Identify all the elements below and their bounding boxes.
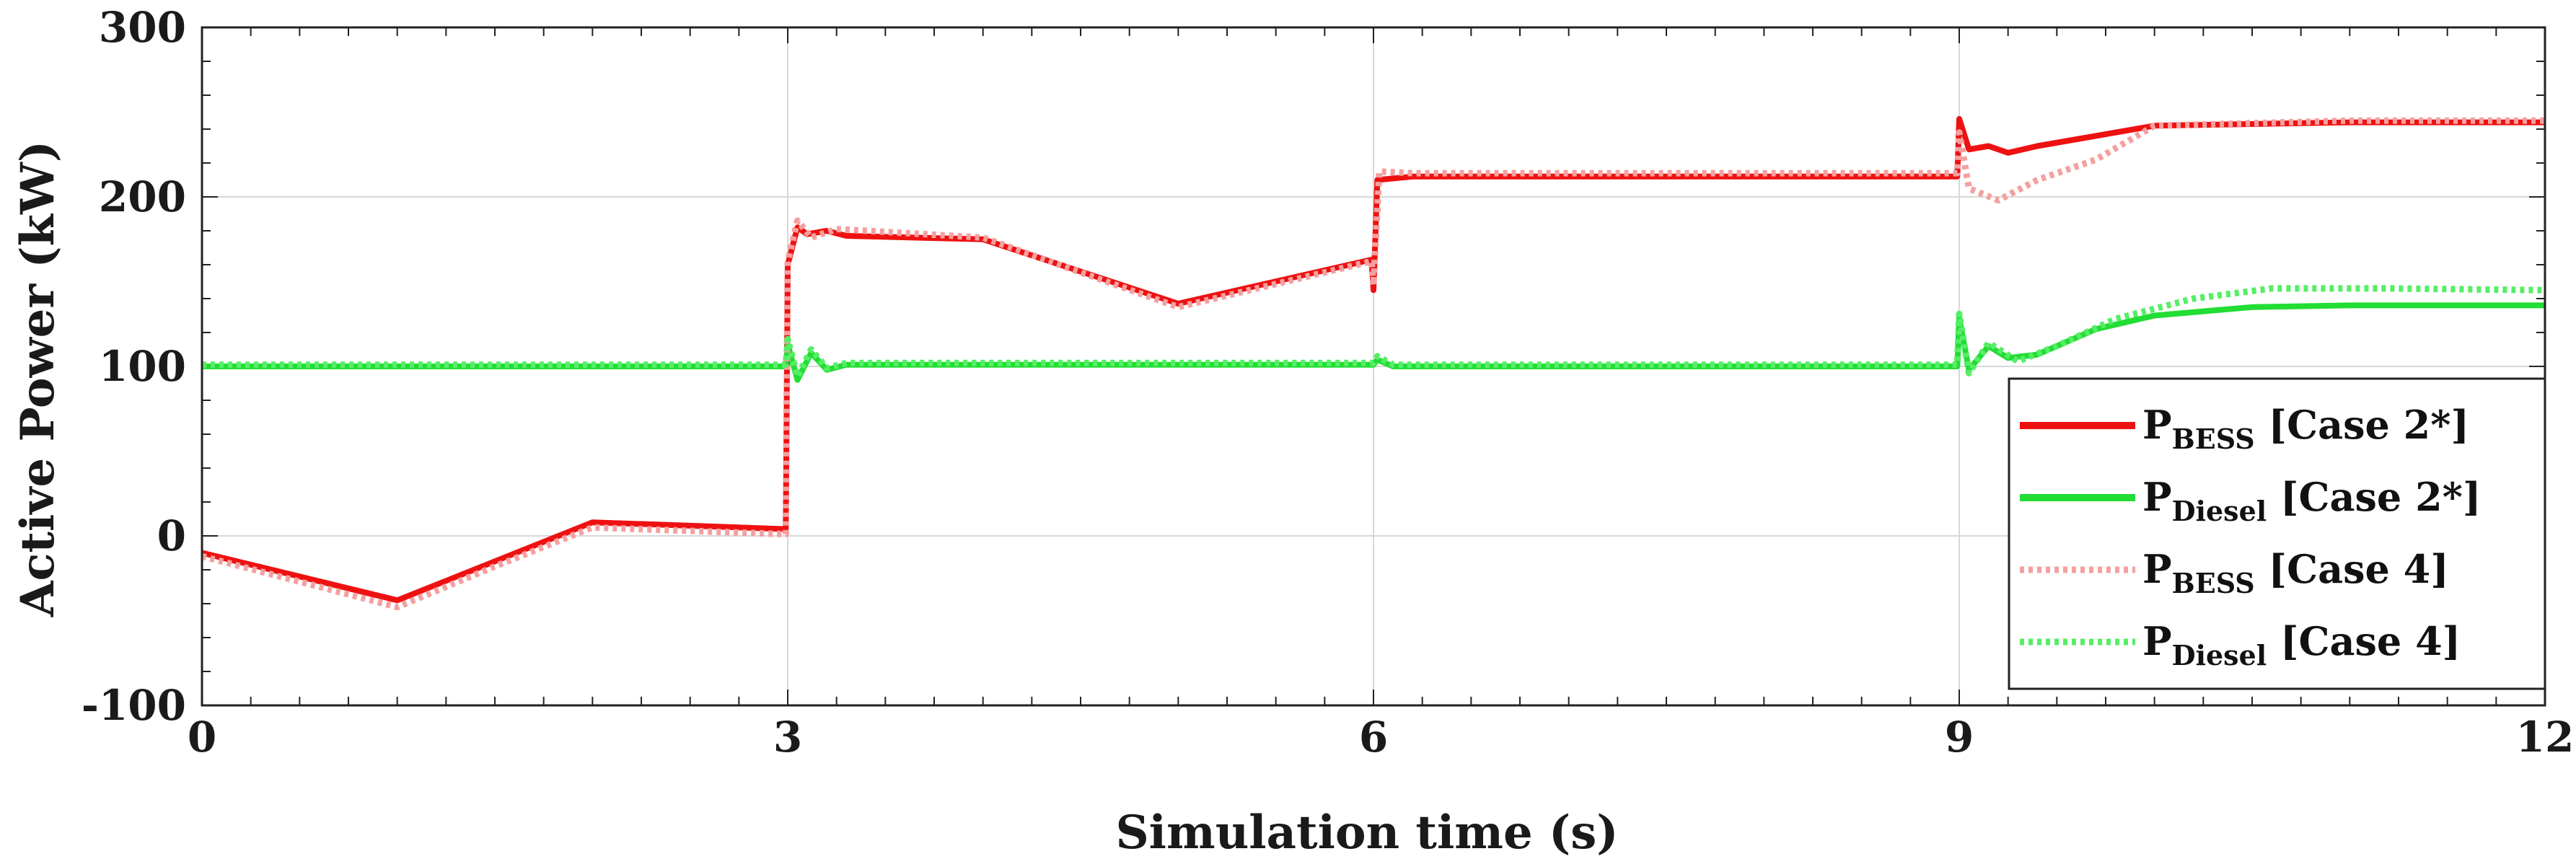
x-tick-label: 3 bbox=[773, 713, 802, 762]
legend: PBESS [Case 2*] PDiesel [Case 2*] PBESS [C… bbox=[2008, 377, 2546, 690]
x-tick-label: 0 bbox=[188, 713, 216, 762]
y-tick-label: -100 bbox=[82, 681, 186, 730]
x-tick-label: 9 bbox=[1945, 713, 1974, 762]
plot-frame bbox=[201, 26, 2546, 707]
y-tick-label: 300 bbox=[99, 3, 186, 52]
legend-label-2: PBESS [Case 4] bbox=[2142, 546, 2449, 599]
series-line-3 bbox=[202, 285, 2546, 380]
series-line-2 bbox=[201, 117, 2545, 611]
series-line-1 bbox=[202, 302, 2545, 383]
series-layer bbox=[201, 115, 2546, 611]
legend-label-3: PDiesel [Case 4] bbox=[2142, 618, 2461, 671]
x-axis-title: Simulation time (s) bbox=[1115, 806, 1618, 859]
legend-label-1: PDiesel [Case 2*] bbox=[2142, 474, 2481, 527]
legend-label-0: PBESS [Case 2*] bbox=[2142, 402, 2469, 455]
x-tick-label: 12 bbox=[2516, 713, 2575, 762]
y-tick-label: 100 bbox=[99, 342, 186, 391]
x-tick-label: 6 bbox=[1359, 713, 1388, 762]
y-tick-label: 200 bbox=[99, 172, 186, 221]
y-axis-title: Active Power (kW) bbox=[11, 141, 65, 617]
y-tick-label: 0 bbox=[157, 511, 186, 560]
legend-box bbox=[2008, 377, 2546, 690]
